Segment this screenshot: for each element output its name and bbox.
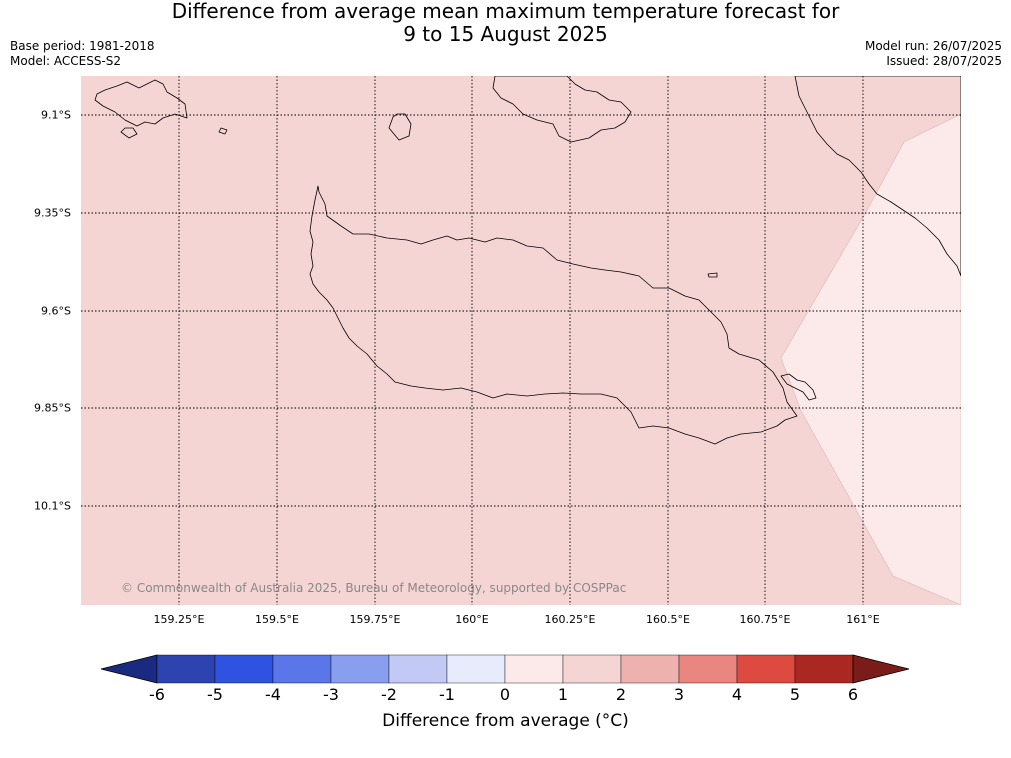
colorbar-tick: -1 — [439, 685, 455, 704]
lon-label-159-25: 159.25°E — [153, 613, 205, 626]
model-run: Model run: 26/07/2025 — [864, 39, 1002, 53]
coastline-river-mouth — [780, 373, 817, 401]
colorbar-tick: 1 — [557, 685, 569, 704]
colorbar-tick: 6 — [847, 685, 859, 704]
coastline-nggela-islands — [492, 76, 632, 143]
coastline-russell-small-b — [218, 127, 228, 135]
colorbar-tick: 5 — [789, 685, 801, 704]
colorbar-tick: 3 — [673, 685, 685, 704]
base-period: Base period: 1981-2018 — [10, 39, 155, 53]
meta-right: Model run: 26/07/2025 Issued: 28/07/2025 — [865, 39, 1002, 69]
colorbar-tick: -4 — [265, 685, 281, 704]
colorbar-bin-4 — [736, 654, 796, 684]
model-name: Model: ACCESS-S2 — [10, 54, 122, 68]
colorbar-tick: 4 — [731, 685, 743, 704]
colorbar-bin-1 — [562, 654, 622, 684]
colorbar-bin-5 — [794, 654, 854, 684]
graticule — [81, 76, 961, 605]
map-svg: © Commonwealth of Australia 2025, Bureau… — [81, 76, 961, 605]
colorbar-bin-neg2 — [388, 654, 448, 684]
coastline-russell-small-a — [120, 127, 138, 139]
colorbar-tick: -5 — [207, 685, 223, 704]
colorbar-tick: 2 — [615, 685, 627, 704]
colorbar-bin-neg6 — [156, 654, 216, 684]
lat-label-9-6: 9.6°S — [41, 304, 71, 318]
title-line-1: Difference from average mean maximum tem… — [171, 0, 840, 23]
lon-label-160-25: 160.25°E — [544, 613, 596, 626]
coastline-guadalcanal — [309, 185, 798, 445]
colorbar — [100, 654, 910, 684]
coastline-malaita — [794, 76, 961, 277]
colorbar-tick: -3 — [323, 685, 339, 704]
lon-label-160: 160°E — [455, 613, 489, 626]
issued-date: Issued: 28/07/2025 — [886, 54, 1002, 68]
colorbar-label: Difference from average (°C) — [382, 711, 629, 731]
colorbar-bin-3 — [678, 654, 738, 684]
colorbar-bin-2 — [620, 654, 680, 684]
anomaly-fill-0-to-1 — [780, 113, 961, 605]
colorbar-tick: 0 — [499, 685, 511, 704]
coastlines — [94, 76, 961, 445]
meta-left: Base period: 1981-2018 Model: ACCESS-S2 — [10, 39, 155, 69]
colorbar-tick: -6 — [149, 685, 165, 704]
lat-label-9-85: 9.85°S — [34, 401, 71, 415]
lon-label-161: 161°E — [846, 613, 880, 626]
colorbar-extend-high — [852, 654, 910, 684]
coastline-lagoon-island — [388, 113, 412, 141]
title-line-2: 9 to 15 August 2025 — [403, 22, 608, 46]
chart-title: Difference from average mean maximum tem… — [0, 0, 1011, 46]
lon-label-160-75: 160.75°E — [739, 613, 791, 626]
colorbar-bin-neg3 — [330, 654, 390, 684]
lat-label-9-1: 9.1°S — [41, 108, 71, 122]
map-panel: © Commonwealth of Australia 2025, Bureau… — [81, 76, 961, 605]
lat-label-10-1: 10.1°S — [34, 499, 71, 513]
coastline-islet — [707, 272, 718, 278]
colorbar-tick: -2 — [381, 685, 397, 704]
lon-label-159-75: 159.75°E — [349, 613, 401, 626]
lon-label-160-5: 160.5°E — [646, 613, 690, 626]
lon-label-159-5: 159.5°E — [255, 613, 299, 626]
colorbar-bin-neg4 — [272, 654, 332, 684]
colorbar-bin-neg1 — [446, 654, 506, 684]
colorbar-bin-neg5 — [214, 654, 274, 684]
colorbar-bin-0 — [504, 654, 564, 684]
lat-label-9-35: 9.35°S — [34, 206, 71, 220]
copyright-notice: © Commonwealth of Australia 2025, Bureau… — [121, 581, 626, 595]
coastline-russell-islands — [94, 79, 188, 127]
colorbar-extend-low — [100, 654, 158, 684]
